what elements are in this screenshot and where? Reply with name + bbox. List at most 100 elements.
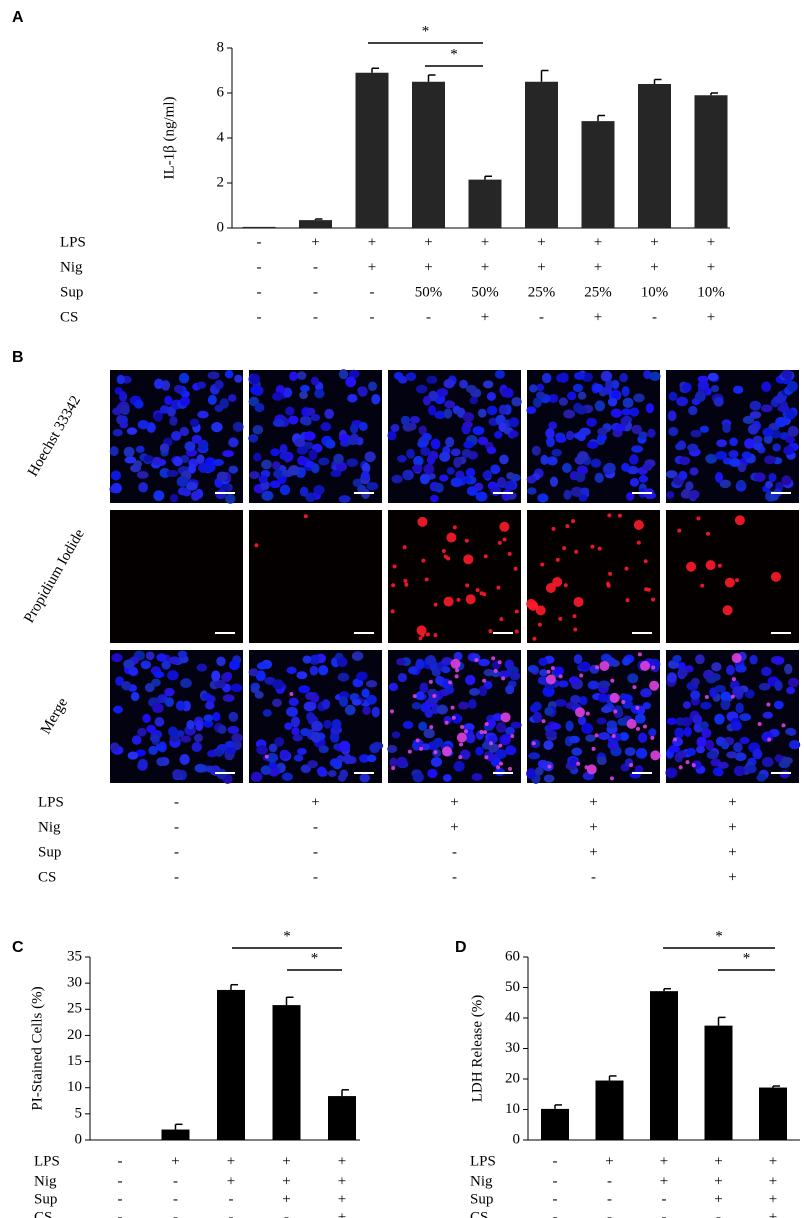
nucleus [627, 673, 639, 684]
nucleus [110, 470, 122, 481]
nucleus [138, 482, 149, 493]
condition-value: - [118, 1173, 123, 1189]
row-label: Hoechst 33342 [25, 393, 84, 479]
nucleus [272, 461, 281, 470]
nucleus [763, 434, 773, 444]
y-tick-label: 5 [75, 1105, 83, 1121]
micrograph [248, 369, 382, 503]
nucleus [397, 672, 408, 683]
pi-spot [421, 558, 426, 563]
pi-spot [502, 537, 507, 542]
nucleus [391, 731, 401, 739]
pi-spot [678, 765, 683, 770]
pi-spot [450, 705, 455, 710]
condition-value: - [553, 1209, 558, 1218]
nucleus [598, 732, 611, 741]
micrograph [526, 650, 661, 784]
nucleus [714, 684, 726, 693]
pi-spot [636, 540, 641, 545]
y-axis-label: IL-1β (ng/ml) [161, 96, 177, 179]
row-label: Propidium Iodide [21, 526, 88, 626]
nucleus [774, 754, 784, 763]
nucleus [408, 666, 418, 675]
nucleus [554, 698, 567, 707]
nucleus [196, 454, 205, 465]
nucleus [428, 405, 437, 416]
pi-spot [621, 700, 626, 705]
nucleus [426, 654, 436, 666]
nucleus [175, 700, 186, 711]
pi-spot [501, 676, 506, 681]
pi-spot [591, 746, 596, 751]
image-bg [249, 510, 382, 643]
nucleus [216, 471, 228, 482]
pi-spot [417, 516, 428, 527]
nucleus [735, 702, 744, 714]
nucleus [296, 371, 307, 380]
pi-spot [507, 766, 512, 771]
pi-spot [607, 513, 612, 518]
condition-value: + [728, 869, 736, 885]
nucleus [469, 688, 480, 696]
nucleus [594, 472, 604, 484]
micrograph [109, 369, 244, 504]
pi-spot [637, 652, 642, 657]
condition-value: + [311, 794, 319, 810]
condition-value: + [594, 234, 602, 250]
pi-spot [482, 678, 487, 683]
nucleus [329, 731, 340, 743]
nucleus [645, 403, 654, 414]
nucleus [173, 456, 183, 467]
pi-spot [574, 549, 579, 554]
condition-value: - [662, 1209, 667, 1218]
nucleus [543, 774, 555, 783]
nucleus [635, 747, 648, 759]
nucleus [726, 751, 738, 759]
condition-value: + [368, 259, 376, 275]
nucleus [310, 413, 321, 422]
micrograph [109, 650, 243, 784]
nucleus [510, 721, 522, 729]
nucleus [761, 381, 772, 392]
nucleus [486, 391, 497, 401]
nucleus [620, 416, 629, 426]
nucleus [674, 727, 685, 739]
pi-spot [446, 532, 457, 543]
nucleus [787, 677, 800, 688]
nucleus [128, 666, 138, 676]
nucleus [279, 452, 290, 461]
nucleus [369, 743, 380, 753]
condition-value: - [313, 284, 318, 300]
nucleus [164, 687, 175, 697]
nucleus [586, 441, 599, 449]
pi-spot [402, 545, 407, 550]
condition-name: Sup [34, 1191, 57, 1207]
nucleus [272, 392, 284, 401]
nucleus [423, 463, 435, 475]
pi-spot [513, 566, 518, 571]
nucleus [357, 484, 367, 495]
condition-value: + [481, 309, 489, 325]
nucleus [770, 429, 782, 439]
pi-spot [412, 694, 417, 699]
nucleus [349, 433, 359, 444]
nucleus [720, 691, 731, 701]
nucleus [130, 464, 142, 473]
nucleus [603, 385, 613, 395]
nucleus [368, 381, 378, 392]
condition-value: + [714, 1153, 722, 1169]
bar [694, 95, 728, 228]
nucleus [711, 662, 722, 672]
nucleus [697, 375, 709, 383]
nucleus [389, 757, 398, 768]
pi-spot [562, 546, 567, 551]
y-tick-label: 50 [505, 979, 520, 995]
nucleus [568, 676, 580, 685]
nucleus [611, 389, 620, 400]
nucleus [434, 410, 446, 420]
nucleus [648, 728, 657, 737]
condition-value: + [594, 259, 602, 275]
bar [704, 1025, 733, 1140]
pi-spot [450, 658, 461, 669]
nucleus [311, 720, 323, 732]
